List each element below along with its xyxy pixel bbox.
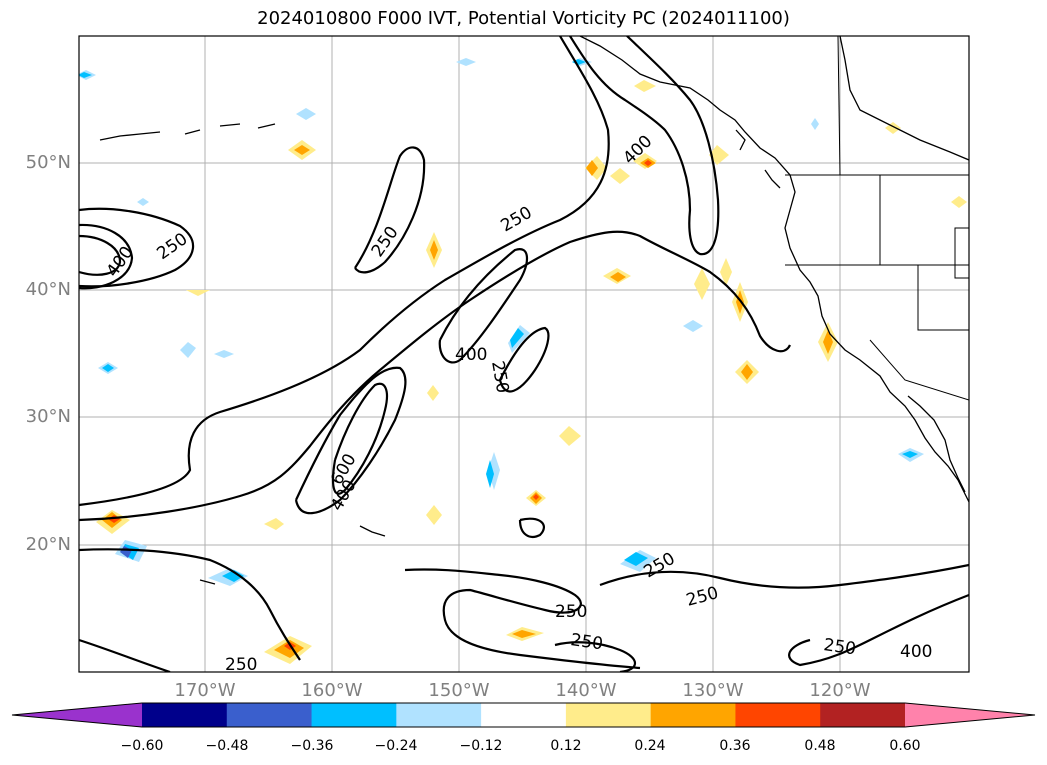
colorbar-tick: 0.36 bbox=[719, 738, 751, 754]
colorbar-extend-high bbox=[905, 703, 1035, 727]
pv-shading bbox=[79, 58, 967, 664]
colorbar-tick: −0.48 bbox=[205, 738, 249, 754]
contour-label: 250 bbox=[225, 655, 257, 675]
lat-label-20n: 20°N bbox=[25, 534, 71, 555]
colorbar-cell bbox=[481, 703, 567, 727]
lon-label-130w: 130°W bbox=[682, 680, 744, 701]
contour-labels: 400 250 250 250 400 400 250 600 400 250 … bbox=[103, 131, 933, 675]
contour-label: 400 bbox=[455, 345, 487, 365]
colorbar-tick: −0.60 bbox=[120, 738, 164, 754]
map-frame bbox=[78, 35, 970, 673]
contour-label: 250 bbox=[487, 359, 512, 394]
colorbar-tick: 0.60 bbox=[889, 738, 921, 754]
colorbar-cell bbox=[650, 703, 736, 727]
colorbar-tick: 0.48 bbox=[804, 738, 836, 754]
colorbar-cell bbox=[565, 703, 652, 727]
lat-label-40n: 40°N bbox=[25, 279, 71, 300]
colorbar-cell bbox=[226, 703, 313, 727]
contour-label: 250 bbox=[684, 583, 721, 611]
colorbar-tick: −0.24 bbox=[374, 738, 418, 754]
contour-label: 250 bbox=[555, 602, 587, 622]
contour-label: 250 bbox=[153, 229, 191, 264]
lon-label-170w: 170°W bbox=[174, 680, 236, 701]
lon-label-140w: 140°W bbox=[555, 680, 617, 701]
colorbar-extend-low bbox=[12, 703, 142, 727]
borders bbox=[785, 36, 969, 401]
colorbar-tick: −0.12 bbox=[459, 738, 503, 754]
lon-label-120w: 120°W bbox=[809, 680, 871, 701]
contour-label: 400 bbox=[900, 642, 932, 662]
contour-label: 250 bbox=[368, 223, 403, 261]
lat-label-30n: 30°N bbox=[25, 406, 71, 427]
colorbar-outline bbox=[11, 702, 1036, 728]
lon-label-160w: 160°W bbox=[301, 680, 363, 701]
lon-label-150w: 150°W bbox=[428, 680, 490, 701]
colorbar-tick: 0.12 bbox=[550, 738, 582, 754]
colorbar-cell bbox=[820, 703, 906, 727]
lat-label-50n: 50°N bbox=[25, 152, 71, 173]
map-title: 2024010800 F000 IVT, Potential Vorticity… bbox=[257, 8, 790, 29]
contour-label: 250 bbox=[498, 203, 536, 237]
colorbar-cell bbox=[142, 703, 228, 727]
map-plot: 400 250 250 250 400 400 250 600 400 250 … bbox=[78, 35, 970, 675]
gridlines bbox=[79, 36, 969, 672]
colorbar-tick: 0.24 bbox=[634, 738, 666, 754]
ivt-contours bbox=[79, 36, 969, 672]
colorbar-tick: −0.36 bbox=[290, 738, 334, 754]
colorbar-cell bbox=[396, 703, 482, 727]
contour-label: 250 bbox=[569, 630, 604, 654]
colorbar-cell bbox=[735, 703, 821, 727]
coastlines bbox=[99, 36, 969, 585]
colorbar-cell bbox=[311, 703, 397, 727]
contour-label: 250 bbox=[822, 635, 857, 659]
